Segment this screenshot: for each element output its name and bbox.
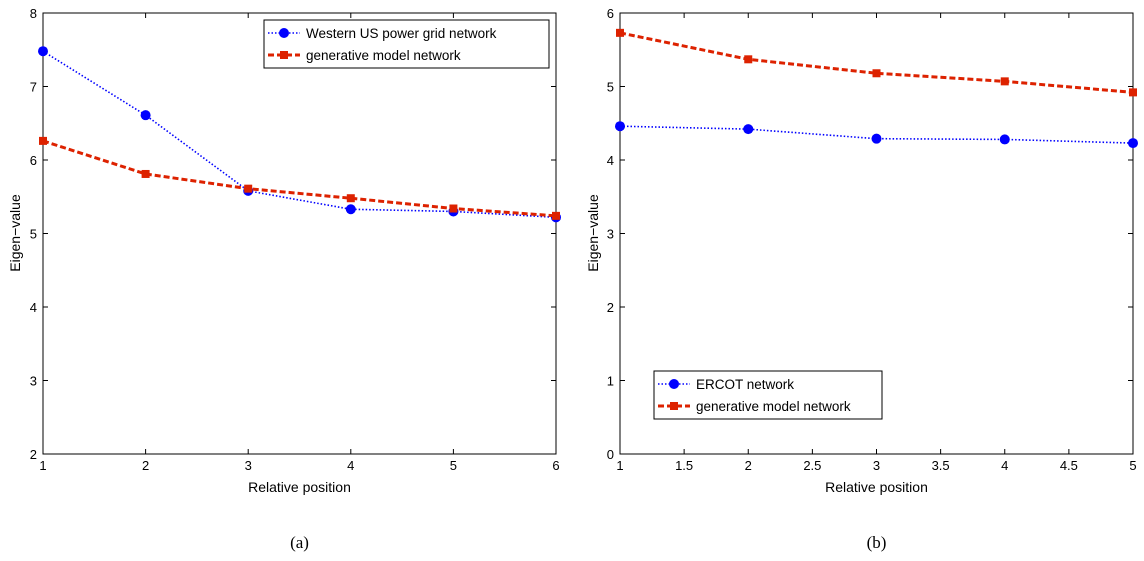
y-tick-label-a: 7 xyxy=(30,80,37,95)
x-tick-label-a: 4 xyxy=(347,458,354,473)
caption-a: (a) xyxy=(290,533,309,552)
data-point-a-1-4 xyxy=(449,204,458,213)
x-axis-label-a: Relative position xyxy=(248,479,351,495)
data-point-b-1-4 xyxy=(1129,88,1137,97)
data-point-a-0-1 xyxy=(140,110,151,121)
legend-a: Western US power grid network generative… xyxy=(263,19,550,69)
y-tick-label-b: 2 xyxy=(607,300,614,315)
legend-marker-western xyxy=(279,28,289,38)
x-tick-label-b: 3 xyxy=(873,458,880,473)
plot-frame-a xyxy=(42,12,557,455)
y-axis-label-b: Eigen−value xyxy=(585,194,601,272)
x-tick-label-a: 5 xyxy=(450,458,457,473)
x-tick-label-b: 2.5 xyxy=(803,458,821,473)
x-tick-label-a: 1 xyxy=(39,458,46,473)
x-tick-label-b: 4 xyxy=(1001,458,1008,473)
y-tick-label-b: 0 xyxy=(607,447,614,462)
x-tick-label-a: 2 xyxy=(142,458,149,473)
y-tick-label-b: 3 xyxy=(607,227,614,242)
data-point-a-1-5 xyxy=(552,211,560,220)
data-point-b-0-4 xyxy=(1128,138,1138,149)
legend-label-ercot: ERCOT network xyxy=(696,377,794,392)
data-point-b-0-2 xyxy=(871,133,882,144)
x-tick-label-b: 5 xyxy=(1129,458,1136,473)
legend-label-generative-a: generative model network xyxy=(306,48,461,63)
data-point-b-0-0 xyxy=(615,121,625,132)
y-tick-label-a: 8 xyxy=(30,6,37,21)
legend-box-b xyxy=(653,370,883,420)
legend-label-generative-b: generative model network xyxy=(696,399,851,414)
legend-box-a xyxy=(263,19,550,69)
caption-b: (b) xyxy=(867,533,887,552)
data-point-a-1-2 xyxy=(244,184,253,193)
x-tick-label-a: 3 xyxy=(245,458,252,473)
y-tick-label-a: 5 xyxy=(30,227,37,242)
y-tick-label-b: 6 xyxy=(607,6,614,21)
legend-label-western: Western US power grid network xyxy=(306,26,497,41)
data-point-a-1-1 xyxy=(141,169,150,178)
data-point-b-1-0 xyxy=(616,28,624,37)
y-tick-label-b: 1 xyxy=(607,374,614,389)
legend-marker-ercot xyxy=(669,379,679,389)
x-tick-label-b: 2 xyxy=(745,458,752,473)
data-point-b-0-1 xyxy=(743,124,754,135)
data-point-b-1-2 xyxy=(872,69,881,78)
legend-marker-generative-a xyxy=(280,51,288,59)
data-point-b-1-1 xyxy=(744,55,753,64)
x-tick-label-b: 1 xyxy=(616,458,623,473)
y-tick-label-a: 4 xyxy=(30,300,37,315)
data-point-a-0-3 xyxy=(345,204,356,215)
series-group-b xyxy=(615,28,1138,149)
y-axis-label-a: Eigen−value xyxy=(7,194,23,272)
data-point-b-0-3 xyxy=(999,134,1010,145)
series-group-a xyxy=(38,46,561,223)
y-tick-label-a: 3 xyxy=(30,374,37,389)
data-point-a-1-3 xyxy=(346,194,355,203)
legend-b: ERCOT network generative model network xyxy=(653,370,883,420)
x-tick-label-b: 4.5 xyxy=(1060,458,1078,473)
y-tick-label-a: 2 xyxy=(30,447,37,462)
data-point-a-1-0 xyxy=(39,136,47,145)
y-tick-label-b: 5 xyxy=(607,80,614,95)
data-point-b-1-3 xyxy=(1000,77,1009,86)
x-tick-label-a: 6 xyxy=(552,458,559,473)
x-tick-label-b: 1.5 xyxy=(675,458,693,473)
y-tick-label-a: 6 xyxy=(30,153,37,168)
series-line-a-1 xyxy=(42,139,557,218)
data-point-a-0-0 xyxy=(38,46,48,57)
y-tick-label-b: 4 xyxy=(607,153,614,168)
x-axis-label-b: Relative position xyxy=(825,479,928,495)
legend-marker-generative-b xyxy=(670,402,678,410)
x-tick-label-b: 3.5 xyxy=(932,458,950,473)
